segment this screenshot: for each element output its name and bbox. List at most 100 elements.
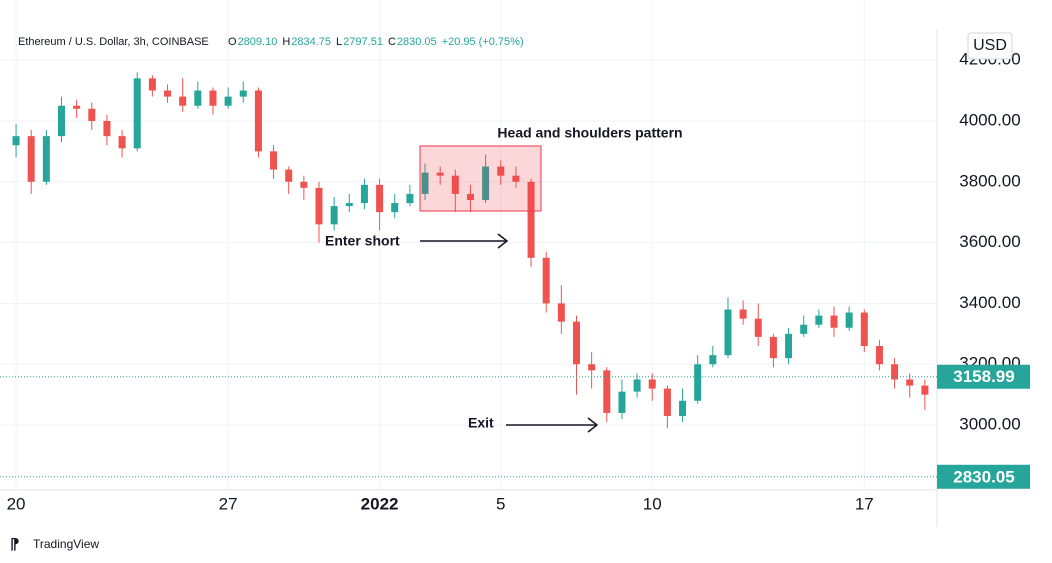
candle-body bbox=[557, 303, 565, 322]
candle-body bbox=[270, 151, 278, 170]
candle-body bbox=[679, 400, 687, 416]
candle-body bbox=[694, 364, 702, 401]
candle-body bbox=[391, 203, 399, 213]
ohlc-key: O bbox=[228, 36, 237, 48]
candle-body bbox=[451, 175, 459, 194]
candle-body bbox=[830, 315, 838, 328]
candle-body bbox=[891, 364, 899, 380]
price-label: 3158.99 bbox=[953, 367, 1014, 386]
ohlc-key: H bbox=[282, 36, 290, 48]
x-tick-label: 17 bbox=[855, 494, 874, 513]
y-tick-label: 3400.00 bbox=[959, 293, 1020, 312]
candle-body bbox=[360, 184, 368, 204]
candle-body bbox=[785, 333, 793, 359]
candle-body bbox=[663, 388, 671, 416]
brand: TradingView bbox=[33, 537, 99, 551]
y-tick-label: 3600.00 bbox=[959, 232, 1020, 251]
x-tick-label: 10 bbox=[643, 494, 662, 513]
ohlc-value: 2834.75 bbox=[291, 36, 331, 48]
candle-body bbox=[88, 108, 96, 121]
candle-body bbox=[709, 355, 717, 365]
candles bbox=[12, 72, 929, 429]
candle-body bbox=[239, 90, 247, 97]
price-label-box bbox=[937, 364, 1030, 389]
candle-body bbox=[497, 166, 505, 176]
candle-body bbox=[27, 136, 35, 182]
ohlc-key: L bbox=[336, 36, 342, 48]
candle-body bbox=[754, 318, 762, 337]
candle-body bbox=[330, 206, 338, 225]
price-label: 2830.05 bbox=[953, 467, 1014, 486]
candle-body bbox=[300, 181, 308, 188]
candle-body bbox=[512, 175, 520, 182]
candle-body bbox=[845, 312, 853, 328]
enter-arrowhead bbox=[497, 233, 509, 249]
candle-body bbox=[421, 172, 429, 194]
candle-body bbox=[164, 90, 172, 97]
ohlc-value: 2830.05 bbox=[397, 36, 437, 48]
axes: 3000.003200.003400.003600.003800.004000.… bbox=[0, 50, 1030, 513]
y-tick-label: 3000.00 bbox=[959, 415, 1020, 434]
x-tick-label: 5 bbox=[496, 494, 505, 513]
exit-label: Exit bbox=[468, 415, 494, 431]
candle-body bbox=[376, 184, 384, 213]
ohlc-value: 2797.51 bbox=[343, 36, 383, 48]
candle-body bbox=[800, 324, 808, 334]
symbol: Ethereum / U.S. Dollar, 3h, COINBASE bbox=[18, 36, 209, 48]
candle-body bbox=[618, 391, 626, 413]
candle-body bbox=[345, 203, 353, 207]
candle-body bbox=[436, 172, 444, 176]
candle-body bbox=[42, 136, 50, 182]
candle-body bbox=[527, 181, 535, 258]
candle-body bbox=[724, 309, 732, 356]
candle-body bbox=[921, 385, 929, 395]
candle-body bbox=[148, 78, 156, 91]
candle-body bbox=[603, 370, 611, 413]
pattern-label: Head and shoulders pattern bbox=[497, 125, 682, 141]
candle-body bbox=[224, 96, 232, 106]
pattern-box bbox=[419, 145, 542, 212]
candle-body bbox=[573, 321, 580, 365]
candle-body bbox=[542, 257, 550, 304]
candle-body bbox=[73, 105, 81, 109]
candle-body bbox=[482, 166, 490, 201]
candle-body bbox=[315, 187, 323, 225]
candle-body bbox=[815, 315, 823, 325]
ohlc-header: O 2809.10 H 2834.75 L 2797.51 C 2830.05 +20.95 (… bbox=[228, 36, 524, 48]
candle-body bbox=[209, 90, 217, 106]
candle-body bbox=[58, 105, 65, 137]
candle-body bbox=[633, 379, 641, 392]
x-tick-label: 2022 bbox=[361, 494, 399, 513]
candle-body bbox=[118, 136, 126, 149]
candle-body bbox=[285, 169, 293, 182]
y-tick-label: 3800.00 bbox=[959, 171, 1020, 190]
change: +20.95 (+0.75%) bbox=[442, 36, 524, 48]
currency-button[interactable] bbox=[967, 32, 1013, 60]
candle-body bbox=[860, 312, 868, 347]
currency[interactable]: USD bbox=[973, 37, 1007, 54]
exit-arrowhead bbox=[587, 417, 599, 433]
candle-body bbox=[875, 346, 883, 365]
candle-body bbox=[769, 336, 777, 359]
ohlc-value: 2809.10 bbox=[238, 36, 278, 48]
candle-body bbox=[648, 379, 656, 389]
candle-body bbox=[406, 193, 414, 204]
candle-body bbox=[739, 309, 747, 319]
candle-body bbox=[133, 78, 141, 149]
x-tick-label: 20 bbox=[7, 494, 26, 513]
candle-body bbox=[906, 379, 914, 386]
candle-body bbox=[12, 136, 20, 146]
candle-body bbox=[466, 193, 474, 201]
candle-body bbox=[254, 90, 262, 152]
candle-body bbox=[103, 120, 111, 137]
candle-body bbox=[179, 96, 187, 106]
candle-body bbox=[194, 90, 202, 106]
enter-label: Enter short bbox=[325, 233, 400, 249]
x-tick-label: 27 bbox=[219, 494, 238, 513]
brand-logo: ⁋ bbox=[10, 536, 20, 553]
y-tick-label: 4000.00 bbox=[959, 110, 1020, 129]
ohlc-key: C bbox=[388, 36, 396, 48]
grid bbox=[0, 0, 937, 490]
price-label-box bbox=[937, 464, 1030, 489]
